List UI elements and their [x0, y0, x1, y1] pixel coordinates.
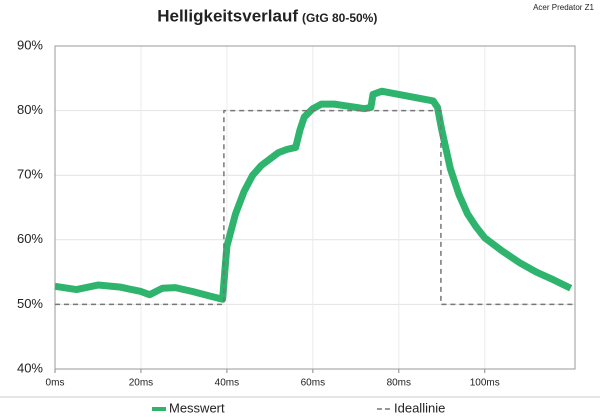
x-tick-label: 40ms: [215, 378, 239, 389]
chart-title: Helligkeitsverlauf: [157, 6, 298, 25]
y-tick-label: 50%: [17, 296, 43, 311]
y-tick-label: 90%: [17, 37, 43, 52]
x-tick-label: 20ms: [129, 378, 153, 389]
x-tick-label: 60ms: [301, 378, 325, 389]
series-line: [54, 87, 573, 303]
x-tick-label: 0ms: [46, 378, 65, 389]
legend-label: Messwert: [169, 400, 225, 415]
legend-label: Ideallinie: [394, 400, 445, 415]
x-tick-label: 80ms: [387, 378, 411, 389]
chart-subtitle: (GtG 80-50%): [302, 11, 377, 25]
series-line: [55, 109, 575, 306]
y-tick-label: 80%: [17, 102, 43, 117]
y-tick-label: 40%: [17, 360, 43, 375]
annotation: Acer Predator Z1: [533, 3, 594, 12]
y-tick-label: 70%: [17, 167, 43, 182]
y-tick-label: 60%: [17, 231, 43, 246]
plot-border: [54, 45, 576, 370]
x-tick-label: 100ms: [470, 378, 500, 389]
